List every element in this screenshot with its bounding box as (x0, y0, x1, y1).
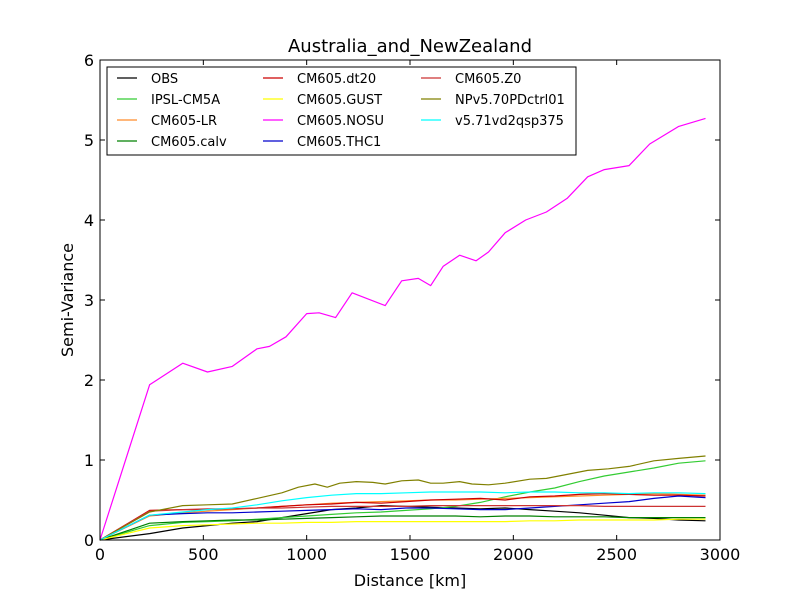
x-tick-label: 500 (188, 545, 219, 564)
y-tick-label: 0 (84, 531, 94, 550)
y-tick-label: 4 (84, 211, 94, 230)
legend-box (106, 66, 577, 156)
y-axis-label: Semi-Variance (58, 243, 77, 357)
series-line-3 (99, 515, 706, 541)
x-axis-label: Distance [km] (354, 571, 466, 590)
legend-label: CM605.calv (151, 135, 227, 150)
y-tick-label: 3 (84, 291, 94, 310)
legend-label: NPv5.70PDctrl01 (455, 93, 565, 108)
legend-label: CM605.THC1 (297, 135, 381, 150)
legend-label: IPSL-CM5A (151, 93, 220, 108)
series-line-7 (99, 495, 706, 541)
legend-label: CM605.NOSU (297, 114, 384, 129)
x-tick-label: 0 (95, 545, 105, 564)
legend-label: CM605.GUST (297, 93, 382, 108)
y-tick-label: 1 (84, 451, 94, 470)
series-line-9 (99, 455, 706, 541)
x-tick-label: 2500 (596, 545, 637, 564)
y-tick-label: 5 (84, 131, 94, 150)
chart-title: Australia_and_NewZealand (288, 36, 532, 57)
x-tick-label: 1500 (390, 545, 431, 564)
legend-label: OBS (151, 72, 178, 87)
x-tick-label: 2000 (493, 545, 534, 564)
legend-label: CM605.Z0 (455, 72, 521, 87)
legend: OBS IPSL-CM5A CM605-LR CM605.calv CM605.dt20… (106, 66, 577, 156)
plot-lines (99, 117, 706, 541)
series-line-10 (99, 491, 706, 541)
series-line-1 (99, 460, 706, 541)
legend-label: CM605.dt20 (297, 72, 376, 87)
legend-label: CM605-LR (151, 114, 217, 129)
x-axis-ticks: 0 500 1000 1500 2000 2500 3000 (95, 60, 740, 564)
series-line-6 (99, 117, 706, 541)
y-axis-ticks: 0 1 2 3 4 5 6 (84, 51, 720, 550)
legend-label: v5.71vd2qsp375 (455, 114, 564, 129)
y-tick-label: 2 (84, 371, 94, 390)
series-line-5 (99, 518, 706, 541)
y-tick-label: 6 (84, 51, 94, 70)
x-tick-label: 1000 (286, 545, 327, 564)
x-tick-label: 3000 (700, 545, 741, 564)
